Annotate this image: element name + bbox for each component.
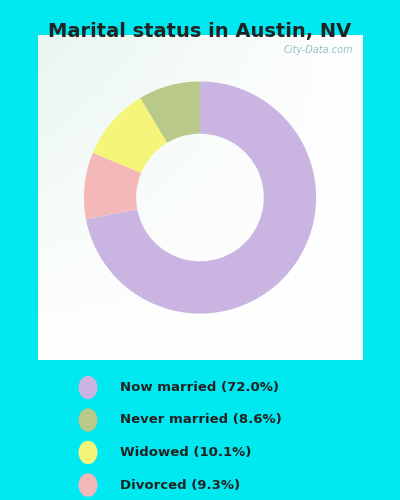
Text: Now married (72.0%): Now married (72.0%) (120, 381, 279, 394)
Text: Widowed (10.1%): Widowed (10.1%) (120, 446, 251, 459)
Wedge shape (86, 82, 316, 314)
Text: Marital status in Austin, NV: Marital status in Austin, NV (48, 22, 352, 42)
Wedge shape (140, 82, 200, 143)
Wedge shape (84, 152, 141, 219)
Text: Divorced (9.3%): Divorced (9.3%) (120, 478, 240, 492)
Wedge shape (93, 98, 167, 173)
Text: City-Data.com: City-Data.com (283, 45, 353, 54)
Text: Never married (8.6%): Never married (8.6%) (120, 414, 282, 426)
